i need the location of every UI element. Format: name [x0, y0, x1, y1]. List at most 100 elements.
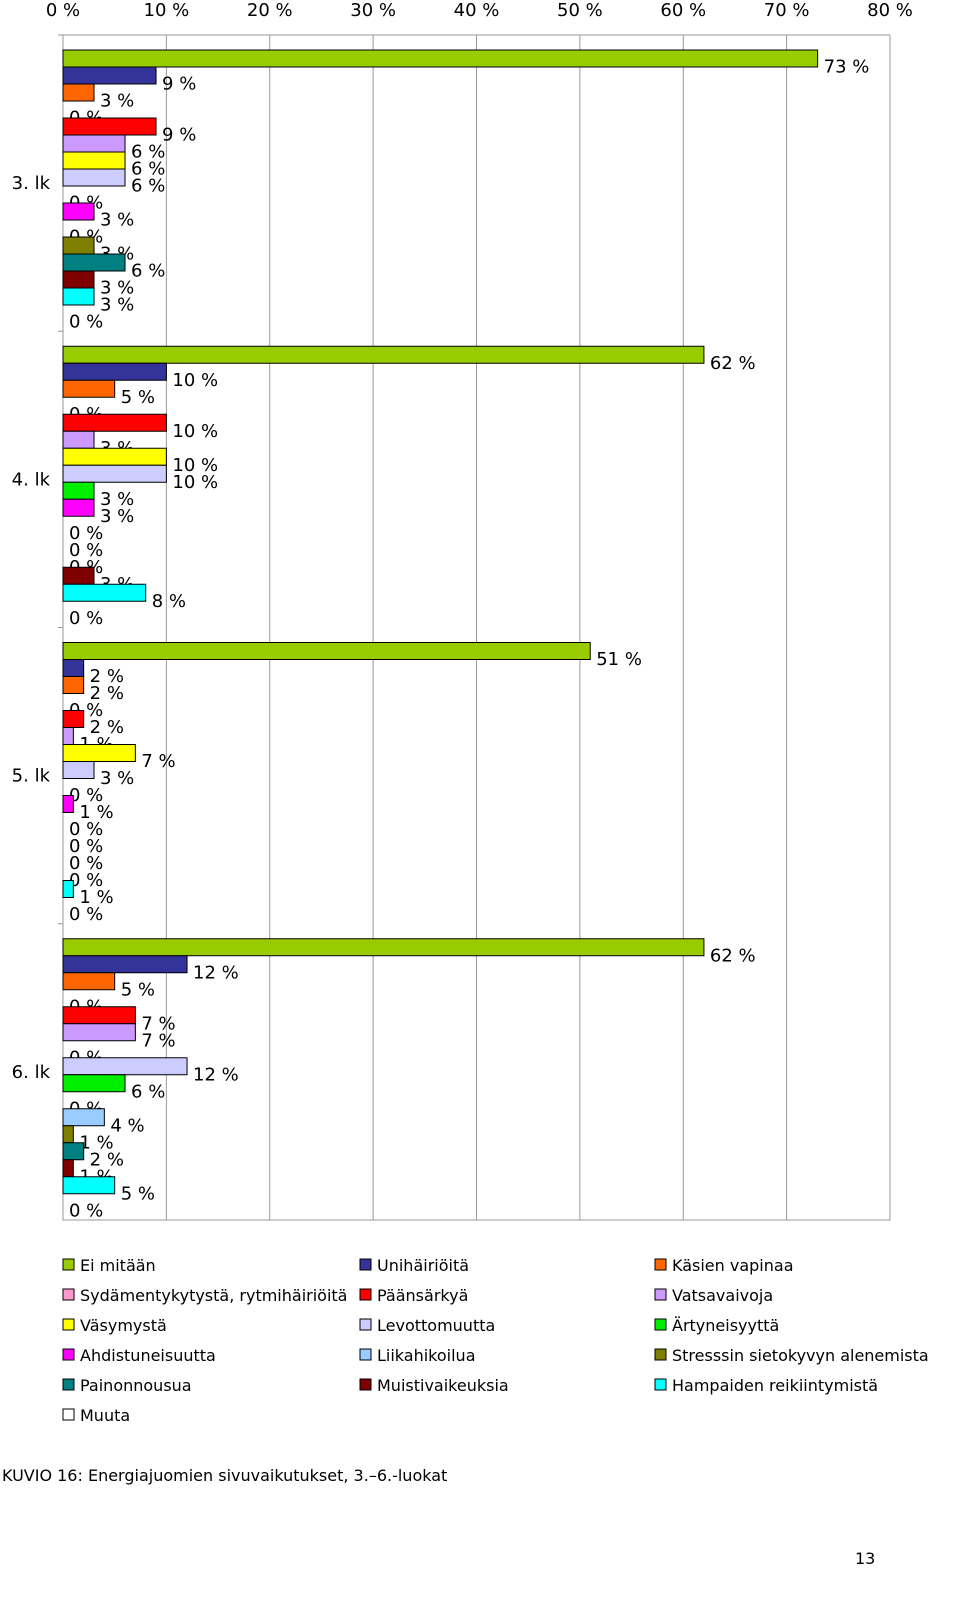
bar	[62, 795, 74, 813]
bar	[62, 744, 136, 762]
legend-swatch	[359, 1318, 372, 1331]
data-label: 5 %	[121, 1183, 155, 1204]
data-label: 12 %	[193, 1064, 239, 1085]
bar	[62, 761, 95, 779]
bar	[62, 498, 95, 517]
bar	[62, 1142, 85, 1161]
legend-label: Painonnousua	[80, 1376, 192, 1395]
legend-label: Ei mitään	[80, 1256, 156, 1275]
data-label: 8 %	[152, 591, 186, 612]
data-label: 3 %	[100, 489, 134, 510]
data-label: 7 %	[141, 1013, 175, 1034]
page-number: 13	[855, 1549, 875, 1568]
legend-label: Vatsavaivoja	[672, 1286, 773, 1305]
x-tick-label: 40 %	[454, 0, 500, 21]
x-tick-label: 80 %	[867, 0, 913, 21]
legend-swatch	[359, 1258, 372, 1271]
legend-label: Unihäiriöitä	[377, 1256, 469, 1275]
data-label: 3 %	[100, 768, 134, 789]
legend-label: Sydämentykytystä, rytmihäiriöitä	[80, 1286, 347, 1305]
data-label: 1 %	[79, 887, 113, 908]
bar	[62, 676, 85, 694]
x-tick-label: 0 %	[46, 0, 80, 21]
data-label: 0 %	[69, 312, 103, 333]
data-label: 5 %	[121, 979, 155, 1000]
legend-swatch	[62, 1378, 75, 1391]
bar	[62, 1125, 74, 1144]
bar	[62, 1006, 136, 1025]
bar	[62, 1176, 116, 1195]
data-label: 0 %	[69, 853, 103, 874]
bar	[62, 642, 591, 660]
data-label: 6 %	[131, 159, 165, 180]
x-tick-label: 20 %	[247, 0, 293, 21]
data-label: 3 %	[100, 278, 134, 299]
legend-swatch	[654, 1318, 667, 1331]
data-label: 3 %	[100, 210, 134, 231]
data-label: 4 %	[110, 1115, 144, 1136]
bar	[62, 1057, 188, 1076]
bar	[62, 481, 95, 500]
bar	[62, 1159, 74, 1178]
data-label: 0 %	[69, 904, 103, 925]
data-label: 62 %	[710, 945, 756, 966]
legend-swatch	[62, 1258, 75, 1271]
x-tick-label: 70 %	[764, 0, 810, 21]
data-label: 3 %	[100, 91, 134, 112]
bar	[62, 659, 85, 677]
caption: KUVIO 16: Energiajuomien sivuvaikutukset…	[2, 1466, 447, 1485]
data-label: 10 %	[172, 455, 218, 476]
data-label: 2 %	[90, 1149, 124, 1170]
data-label: 3 %	[100, 295, 134, 316]
data-label: 0 %	[69, 1200, 103, 1221]
x-tick-label: 30 %	[350, 0, 396, 21]
bar	[62, 447, 167, 466]
legend-swatch	[654, 1258, 667, 1271]
data-label: 0 %	[69, 819, 103, 840]
data-label: 6 %	[131, 1081, 165, 1102]
bar	[62, 253, 126, 272]
bar	[62, 134, 126, 153]
legend-swatch	[359, 1288, 372, 1301]
bar	[62, 202, 95, 221]
legend-label: Päänsärkyä	[377, 1286, 468, 1305]
legend-label: Stresssin sietokyvyn alenemista	[672, 1346, 929, 1365]
x-tick-label: 50 %	[557, 0, 603, 21]
bar	[62, 880, 74, 898]
bar	[62, 727, 74, 745]
bar	[62, 362, 167, 381]
data-label: 10 %	[172, 472, 218, 493]
legend-label: Käsien vapinaa	[672, 1256, 794, 1275]
data-label: 3 %	[100, 506, 134, 527]
legend-label: Hampaiden reikiintymistä	[672, 1376, 878, 1395]
legend-swatch	[62, 1408, 75, 1421]
data-label: 0 %	[69, 608, 103, 629]
data-label: 0 %	[69, 870, 103, 891]
bar	[62, 49, 819, 68]
data-label: 2 %	[90, 683, 124, 704]
data-label: 0 %	[69, 785, 103, 806]
bar	[62, 236, 95, 255]
data-label: 9 %	[162, 125, 196, 146]
legend-label: Väsymystä	[80, 1316, 167, 1335]
bar	[62, 151, 126, 170]
legend-swatch	[62, 1318, 75, 1331]
data-label: 0 %	[69, 523, 103, 544]
data-label: 73 %	[824, 57, 870, 78]
data-label: 2 %	[90, 717, 124, 738]
bar	[62, 1023, 136, 1042]
bar	[62, 566, 95, 585]
data-label: 2 %	[90, 666, 124, 687]
y-tick-label: 4. lk	[12, 469, 51, 490]
data-label: 5 %	[121, 387, 155, 408]
legend-swatch	[359, 1348, 372, 1361]
data-label: 0 %	[69, 540, 103, 561]
bar	[62, 83, 95, 102]
bar	[62, 345, 705, 364]
data-label: 62 %	[710, 353, 756, 374]
y-tick-label: 5. lk	[12, 766, 51, 787]
data-label: 7 %	[141, 751, 175, 772]
data-label: 51 %	[596, 649, 642, 670]
bar	[62, 938, 705, 957]
legend-label: Muuta	[80, 1406, 130, 1425]
